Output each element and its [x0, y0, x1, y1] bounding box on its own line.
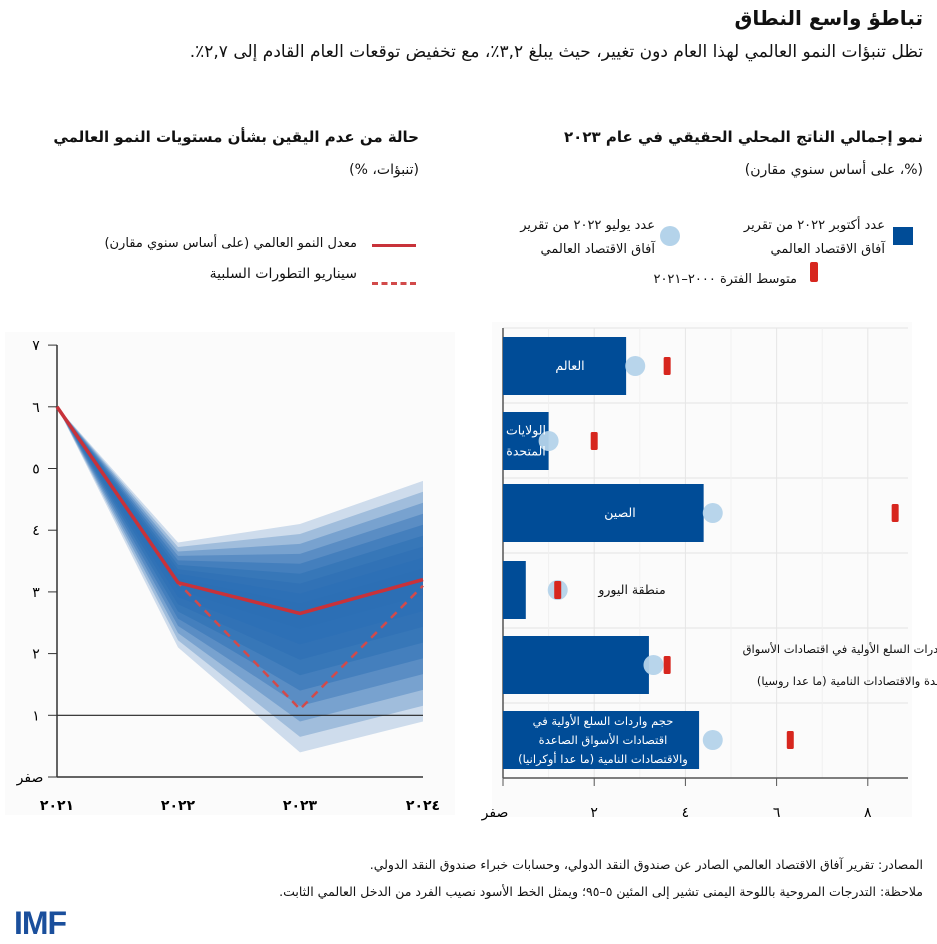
bar-october-2022: [503, 561, 526, 619]
median-line: [55, 405, 424, 616]
legend-median-swatch: [372, 244, 416, 247]
bar-category-label: الصين: [604, 505, 635, 521]
bar-category-label-line: والاقتصادات النامية (ما عدا أوكرانيا): [518, 751, 688, 767]
bar-october-2022: [503, 711, 700, 769]
fan-y-tick-label: ٣: [32, 585, 40, 601]
bar-october-2022: [503, 337, 627, 395]
dot-july-2022: [702, 730, 723, 750]
bar-category-label-line: العالم: [555, 358, 584, 374]
legend-jul-label: عدد يوليو ٢٠٢٢ من تقرير آفاق الاقتصاد الع…: [520, 214, 655, 262]
marker-average-2000-2021: [554, 581, 562, 599]
bar-x-tick-label: ٤: [682, 805, 690, 821]
bar-chart-subtitle: (%، على أساس سنوي مقارن): [744, 162, 923, 178]
legend-oct-line2: آفاق الاقتصاد العالمي: [770, 242, 885, 257]
page-subtitle: تظل تنبؤات النمو العالمي لهذا العام دون …: [189, 42, 923, 62]
dot-july-2022: [643, 655, 664, 675]
marker-average-2000-2021: [891, 504, 899, 522]
fan-y-tick-label: ٦: [32, 400, 40, 416]
dot-july-2022: [702, 503, 723, 523]
bar-category-label-line: الولايات: [506, 423, 546, 439]
fan-y-tick-label: ٥: [32, 462, 40, 478]
bar-category-label: منطقة اليورو: [597, 582, 665, 598]
marker-average-2000-2021: [786, 731, 794, 749]
legend-downside-label: سيناريو التطورات السلبية: [209, 266, 357, 282]
fan-y-tick-label: صفر: [16, 770, 44, 786]
bar-category-label-line: حجم صادرات السلع الأولية في اقتصادات الأ…: [743, 642, 937, 657]
bar-x-tick-label: ٦: [773, 805, 781, 821]
legend-jul-line2: آفاق الاقتصاد العالمي: [540, 242, 655, 257]
fan-x-tick-label: ٢٠٢٤: [406, 798, 440, 814]
bar-category-label-line: الصاعدة والاقتصادات النامية (ما عدا روسي…: [757, 674, 937, 689]
fan-chart-title: حالة من عدم اليقين بشأن مستويات النمو ال…: [53, 128, 419, 146]
bar-october-2022: [503, 484, 704, 542]
legend-jul-swatch: [660, 226, 680, 246]
legend-downside-swatch: [372, 282, 416, 285]
footer-sources: المصادر: تقرير آفاق الاقتصاد العالمي الص…: [369, 857, 923, 872]
imf-logo: IMF: [14, 905, 67, 941]
footer-note: ملاحظة: التدرجات المروحية باللوحة اليمنى…: [279, 884, 923, 899]
bar-category-label: حجم واردات السلع الأولية في اقتصادات الأس…: [518, 714, 688, 767]
bar-category-label-line: الصين: [604, 505, 635, 521]
bar-category-label-line: اقتصادات الأسواق الصاعدة: [539, 733, 668, 748]
legend-oct-line1: عدد أكتوبر ٢٠٢٢ من تقرير: [743, 218, 885, 233]
bar-category-label: حجم صادرات السلع الأولية في اقتصادات الأ…: [743, 642, 937, 689]
legend-avg-swatch: [810, 262, 818, 282]
marker-average-2000-2021: [590, 432, 598, 450]
bar-x-tick-label: ٨: [864, 805, 872, 821]
marker-average-2000-2021: [663, 357, 671, 375]
fan-chart-subtitle: (تنبؤات، %): [349, 162, 419, 178]
bar-x-tick-label: صفر: [481, 805, 509, 821]
fan-band: [57, 406, 423, 645]
page-title: تباطؤ واسع النطاق: [734, 6, 923, 30]
dot-july-2022: [538, 431, 559, 451]
bar-chart-title: نمو إجمالي الناتج المحلي الحقيقي في عام …: [564, 128, 923, 146]
bar-october-2022: [503, 636, 649, 694]
bar-x-tick-label: ٢: [590, 805, 598, 821]
fan-y-tick-label: ١: [32, 708, 40, 724]
bar-category-label-line: حجم واردات السلع الأولية في: [533, 714, 674, 729]
downside-line: [55, 406, 424, 711]
bar-category-label-line: منطقة اليورو: [597, 582, 665, 598]
bar-category-label-line: المتحدة: [506, 444, 545, 459]
legend-median-label: معدل النمو العالمي (على أساس سنوي مقارن): [104, 236, 357, 251]
fan-x-tick-label: ٢٠٢٣: [283, 798, 318, 814]
fan-y-tick-label: ٢: [32, 647, 40, 663]
fan-x-tick-label: ٢٠٢٢: [161, 798, 196, 814]
fan-x-tick-label: ٢٠٢١: [40, 798, 74, 814]
fan-y-tick-label: ٧: [32, 338, 40, 354]
legend-jul-line1: عدد يوليو ٢٠٢٢ من تقرير: [520, 218, 655, 233]
bar-category-label: العالم: [555, 358, 584, 374]
bar-category-label: الولايات المتحدة: [506, 423, 546, 459]
legend-oct-label: عدد أكتوبر ٢٠٢٢ من تقرير آفاق الاقتصاد ال…: [744, 214, 885, 262]
marker-average-2000-2021: [663, 656, 671, 674]
fan-y-tick-label: ٤: [32, 523, 40, 539]
legend-oct-swatch: [893, 227, 913, 245]
dot-july-2022: [625, 356, 646, 376]
legend-avg-label: متوسط الفترة ٢٠٠٠–٢٠٢١: [653, 272, 797, 287]
